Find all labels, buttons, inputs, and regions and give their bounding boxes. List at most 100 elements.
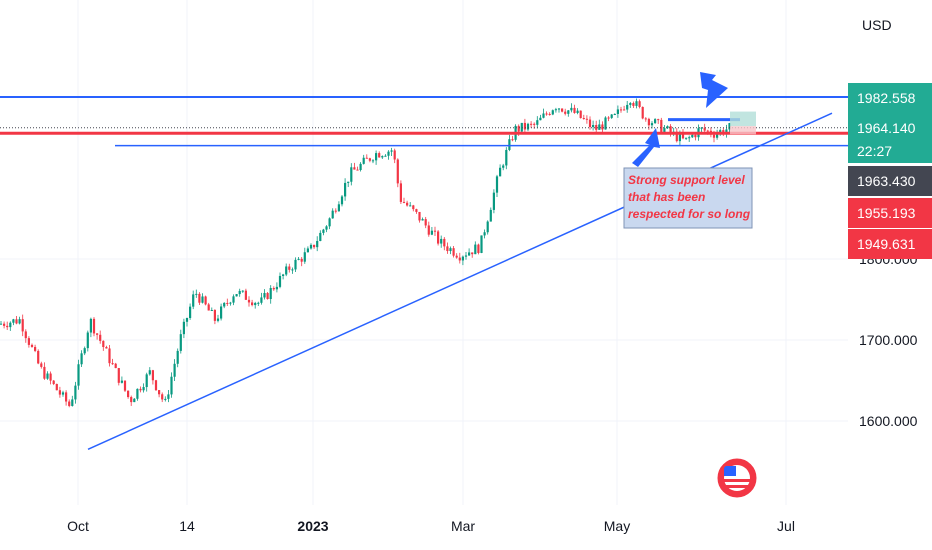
candle-body — [601, 124, 604, 130]
candle-body — [71, 399, 74, 406]
candle-body — [3, 323, 6, 326]
candle-body — [371, 160, 375, 162]
candle-body — [365, 157, 368, 159]
candle-body — [77, 364, 80, 386]
candle-body — [185, 317, 189, 322]
candle-body — [130, 397, 133, 403]
candle-body — [260, 297, 263, 303]
candle-body — [331, 210, 334, 219]
position-stop-zone[interactable] — [730, 126, 756, 135]
candle-body — [80, 353, 83, 365]
candle-body — [657, 119, 660, 121]
candle-body — [691, 134, 694, 138]
candle-body — [127, 390, 130, 398]
candle-body — [102, 340, 105, 348]
price-tag-bg — [848, 229, 932, 259]
candle-body — [40, 363, 43, 367]
candle-body — [712, 134, 716, 138]
candle-body — [52, 380, 55, 385]
candle-body — [452, 248, 455, 256]
candle-body — [675, 131, 678, 142]
candle-body — [254, 302, 257, 306]
candle-body — [666, 126, 669, 129]
candle-body — [288, 266, 291, 270]
candle-body — [247, 299, 251, 303]
candle-body — [681, 133, 685, 139]
candle-body — [539, 117, 542, 121]
candle-body — [192, 294, 195, 307]
candle-body — [226, 302, 229, 304]
candle-body — [303, 252, 306, 262]
candle-body — [632, 103, 635, 106]
price-tag-bg — [848, 198, 932, 228]
candle-body — [623, 109, 626, 111]
candle-body — [223, 302, 226, 307]
candle-body — [0, 323, 3, 325]
candle-body — [347, 181, 350, 183]
candle-body — [325, 226, 328, 230]
candle-body — [647, 118, 650, 126]
x-tick-label: 2023 — [297, 518, 328, 534]
candle-body — [198, 293, 201, 303]
candle-body — [458, 257, 461, 261]
candle-body — [402, 201, 406, 203]
candle-body — [136, 388, 139, 399]
candle-body — [244, 290, 247, 300]
candle-body — [37, 350, 40, 364]
candle-body — [378, 153, 381, 158]
candle-body — [232, 296, 235, 303]
candle-body — [328, 218, 331, 227]
candle-body — [350, 167, 353, 182]
candle-body — [158, 390, 161, 395]
candle-body — [619, 109, 623, 111]
candle-body — [654, 119, 657, 124]
arrow-down-icon — [700, 72, 728, 108]
candle-body — [393, 150, 396, 160]
time-scale[interactable]: Oct 14 2023 Mar May Jul — [67, 518, 795, 534]
candle-body — [561, 108, 564, 112]
candle-body — [585, 118, 588, 120]
candle-body — [716, 133, 719, 138]
candle-body — [229, 302, 232, 304]
arrow-up-icon — [632, 128, 660, 167]
candle-body — [669, 126, 672, 133]
candle-body — [294, 259, 297, 270]
candle-body — [65, 392, 68, 402]
candle-body — [409, 205, 412, 207]
candle-body — [483, 232, 486, 236]
x-tick-label: 14 — [179, 518, 195, 534]
candle-body — [421, 219, 424, 221]
candle-body — [145, 374, 148, 388]
candle-body — [251, 302, 254, 306]
position-target-zone[interactable] — [730, 111, 756, 127]
candle-body — [613, 113, 616, 115]
candle-body — [573, 107, 576, 113]
price-tag-2: 1963.430 — [848, 166, 932, 196]
candle-body — [241, 290, 244, 292]
candle-body — [282, 274, 285, 276]
candle-body — [545, 113, 548, 115]
candle-body — [415, 209, 418, 212]
candle-body — [446, 246, 449, 252]
trendline[interactable] — [87, 112, 833, 451]
candle-body — [399, 183, 402, 202]
us-flag-logo-icon — [717, 458, 757, 498]
candle-body — [694, 134, 697, 138]
candle-body — [61, 392, 65, 395]
candle-body — [235, 294, 238, 297]
candle-body — [492, 192, 495, 210]
candle-body — [635, 101, 638, 106]
candle-body — [142, 387, 145, 391]
candle-body — [105, 347, 108, 349]
candle-body — [133, 398, 136, 403]
candle-body — [440, 238, 443, 244]
candle-body — [418, 211, 421, 221]
price-tag-label: 1963.430 — [857, 173, 916, 189]
candle-body — [6, 325, 9, 328]
x-tick-label: May — [604, 518, 630, 534]
candle-body — [384, 155, 387, 157]
candle-body — [257, 302, 260, 304]
candle-body — [678, 133, 681, 142]
candle-body — [83, 348, 86, 354]
